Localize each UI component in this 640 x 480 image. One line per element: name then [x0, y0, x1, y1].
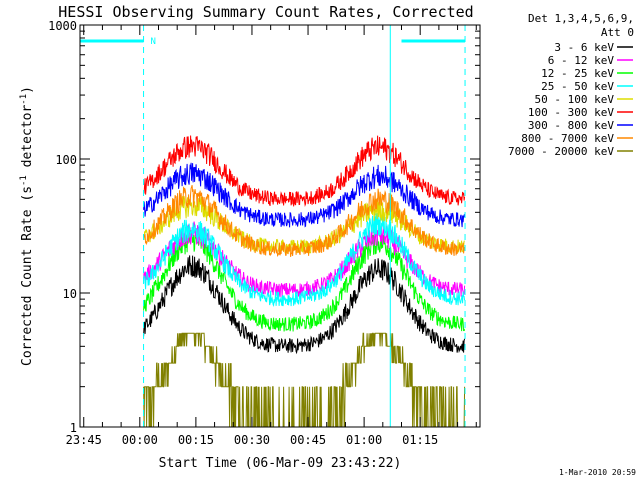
series-line	[143, 162, 466, 228]
legend-entry-label: 800 - 7000 keV	[521, 132, 614, 145]
legend-entry-label: 3 - 6 keV	[554, 41, 614, 54]
x-axis: 23:45 00:00 00:15 00:30 00:45 01:00 01:15	[66, 25, 477, 447]
legend-header-line2: Att 0	[601, 26, 634, 39]
x-tick-label: 23:45	[66, 433, 102, 447]
y-tick-label: 1000	[48, 19, 77, 33]
y-tick-label: 1	[70, 421, 77, 435]
legend-entry-label: 100 - 300 keV	[528, 106, 614, 119]
night-marker-label: N	[151, 37, 156, 47]
plot-area	[143, 135, 466, 428]
legend-entry-label: 6 - 12 keV	[548, 54, 615, 67]
series-line	[143, 255, 466, 355]
plot-frame	[79, 24, 481, 428]
x-tick-label: 00:15	[178, 433, 214, 447]
legend-entry-label: 12 - 25 keV	[541, 67, 614, 80]
footer-timestamp: 1-Mar-2010 20:59	[559, 468, 636, 477]
y-axis-label: Corrected Count Rate (s-1 detector-1)	[19, 86, 35, 366]
chart-title: HESSI Observing Summary Count Rates, Cor…	[58, 3, 473, 21]
legend-header-line1: Det 1,3,4,5,6,9,	[528, 12, 634, 25]
legend-entry-label: 7000 - 20000 keV	[508, 145, 614, 158]
x-axis-label: Start Time (06-Mar-09 23:43:22)	[159, 456, 402, 471]
x-tick-label: 00:30	[234, 433, 270, 447]
series-line	[143, 212, 466, 307]
legend-entry-label: 50 - 100 keV	[535, 93, 615, 106]
x-tick-label: 01:00	[346, 433, 382, 447]
series-line	[143, 221, 466, 298]
series-line	[143, 184, 466, 258]
series-line	[143, 135, 466, 208]
legend-entry-label: 25 - 50 keV	[541, 80, 614, 93]
x-tick-label: 00:00	[122, 433, 158, 447]
x-tick-label: 01:15	[402, 433, 438, 447]
y-axis: 1 10 100 1000	[48, 19, 480, 435]
legend-entry-label: 300 - 800 keV	[528, 119, 614, 132]
y-tick-label: 10	[63, 287, 77, 301]
y-tick-label: 100	[55, 153, 77, 167]
x-tick-label: 00:45	[290, 433, 326, 447]
